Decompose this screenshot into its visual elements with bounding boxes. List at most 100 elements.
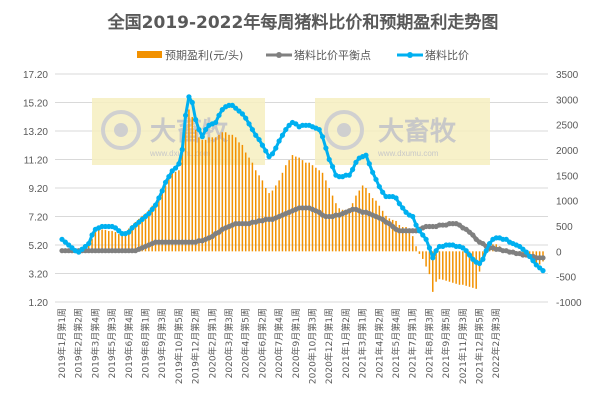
ratio-point <box>199 134 205 140</box>
left-y-tick-label: 17.20 <box>23 70 48 81</box>
x-axis-ticks: 2019年1月第1周 2019年2月第2周 2019年3月第4周 2019年5月第3周… <box>56 308 502 384</box>
ratio-point <box>283 126 289 133</box>
ratio-point <box>380 189 386 195</box>
ratio-point <box>476 260 483 267</box>
profit-bar <box>281 172 284 252</box>
profit-bar <box>398 224 401 252</box>
profit-bar <box>428 251 431 275</box>
ratio-point <box>370 169 376 175</box>
profit-bar <box>158 198 160 252</box>
x-tick-label: 2019年5月第3周 <box>106 308 118 378</box>
watermark-url: www.dxumu.com <box>377 149 439 158</box>
legend: 预期盈利(元/头) 猪料比价平衡点 猪料比价 <box>137 48 469 62</box>
profit-bar <box>415 246 417 252</box>
profit-bar <box>268 193 270 252</box>
profit-bar <box>198 137 200 252</box>
profit-bar <box>475 251 477 289</box>
ratio-point <box>393 195 399 201</box>
ratio-point <box>203 126 209 133</box>
ratio-point <box>463 248 469 254</box>
profit-bar <box>321 172 324 252</box>
profit-bar <box>121 235 123 252</box>
profit-bar <box>388 218 391 252</box>
x-tick-label: 2020年9月第1周 <box>290 308 302 378</box>
profit-bar <box>248 157 250 252</box>
x-tick-label: 2021年11月第3周 <box>457 308 469 384</box>
profit-bar <box>238 142 240 252</box>
ratio-point <box>249 126 255 133</box>
watermark-logo-text: 大畜牧 <box>378 116 457 147</box>
profit-bar <box>425 251 427 267</box>
ratio-point <box>319 134 326 140</box>
ratio-point <box>259 142 266 148</box>
ratio-point <box>527 253 533 259</box>
profit-bar <box>361 185 364 252</box>
profit-bar <box>244 152 247 252</box>
right-y-tick-label: 2500 <box>556 121 579 132</box>
x-tick-label: 2021年7月第1周 <box>407 308 419 378</box>
ratio-point <box>423 236 429 242</box>
profit-bar <box>378 205 381 252</box>
profit-bar <box>345 209 347 252</box>
profit-bar <box>104 230 107 252</box>
profit-bar <box>124 232 127 252</box>
legend-label-profit: 预期盈利(元/头) <box>165 49 243 62</box>
profit-bar <box>101 229 103 252</box>
ratio-point <box>246 121 252 127</box>
watermark-right: 大畜牧 www.dxumu.com <box>315 98 490 165</box>
ratio-point <box>530 258 536 264</box>
profit-bar <box>138 218 140 252</box>
ratio-point <box>193 117 199 123</box>
profit-bar <box>141 215 143 252</box>
legend-label-ratio: 猪料比价 <box>425 48 469 62</box>
x-tick-label: 2021年5月第4周 <box>390 308 402 378</box>
profit-bar <box>174 171 177 252</box>
profit-bar <box>168 177 170 252</box>
profit-bar <box>111 231 113 252</box>
right-y-tick-label: 3000 <box>556 95 579 106</box>
ratio-point <box>149 206 155 212</box>
profit-bar <box>171 172 173 252</box>
x-tick-label: 2020年6月第2周 <box>256 308 268 378</box>
profit-bar <box>288 160 290 252</box>
profit-bar <box>358 190 361 252</box>
left-y-tick-label: 11.20 <box>24 156 49 167</box>
x-tick-label: 2019年12月第2周 <box>190 308 202 384</box>
ratio-point <box>420 232 426 238</box>
ratio-point <box>410 213 416 220</box>
profit-bar <box>458 251 461 285</box>
ratio-point <box>159 188 165 194</box>
left-y-tick-label: 9.20 <box>29 184 49 195</box>
ratio-point <box>353 159 359 165</box>
x-tick-label: 2021年9月第5周 <box>440 308 452 378</box>
profit-bar <box>355 195 357 252</box>
profit-bar <box>178 170 180 252</box>
profit-bar <box>228 134 230 252</box>
ratio-point <box>523 249 529 255</box>
profit-bar <box>231 134 234 252</box>
right-y-tick-label: 1000 <box>556 197 579 208</box>
ratio-point <box>486 240 493 247</box>
profit-bar <box>221 132 224 252</box>
left-y-tick-label: 3.20 <box>29 270 49 281</box>
profit-bar <box>295 156 297 252</box>
chart-title: 全国2019-2022年每周猪料比价和预期盈利走势图 <box>107 12 499 33</box>
x-tick-label: 2020年3月第3周 <box>223 308 235 378</box>
ratio-point <box>346 172 352 178</box>
profit-bar <box>462 251 464 285</box>
x-tick-label: 2019年3月第4周 <box>89 308 101 378</box>
profit-bar <box>184 124 187 252</box>
x-tick-label: 2019年6月第4周 <box>123 308 135 378</box>
ratio-point <box>239 111 245 117</box>
ratio-point <box>89 232 95 238</box>
profit-bar <box>108 231 110 252</box>
ratio-point <box>152 202 159 208</box>
profit-bar <box>154 202 157 252</box>
ratio-point <box>350 166 356 173</box>
profit-bar <box>144 213 147 252</box>
ratio-point <box>86 240 92 247</box>
profit-bar <box>131 224 133 252</box>
ratio-point <box>146 211 152 217</box>
profit-bar <box>391 219 394 252</box>
ratio-point <box>416 228 423 234</box>
